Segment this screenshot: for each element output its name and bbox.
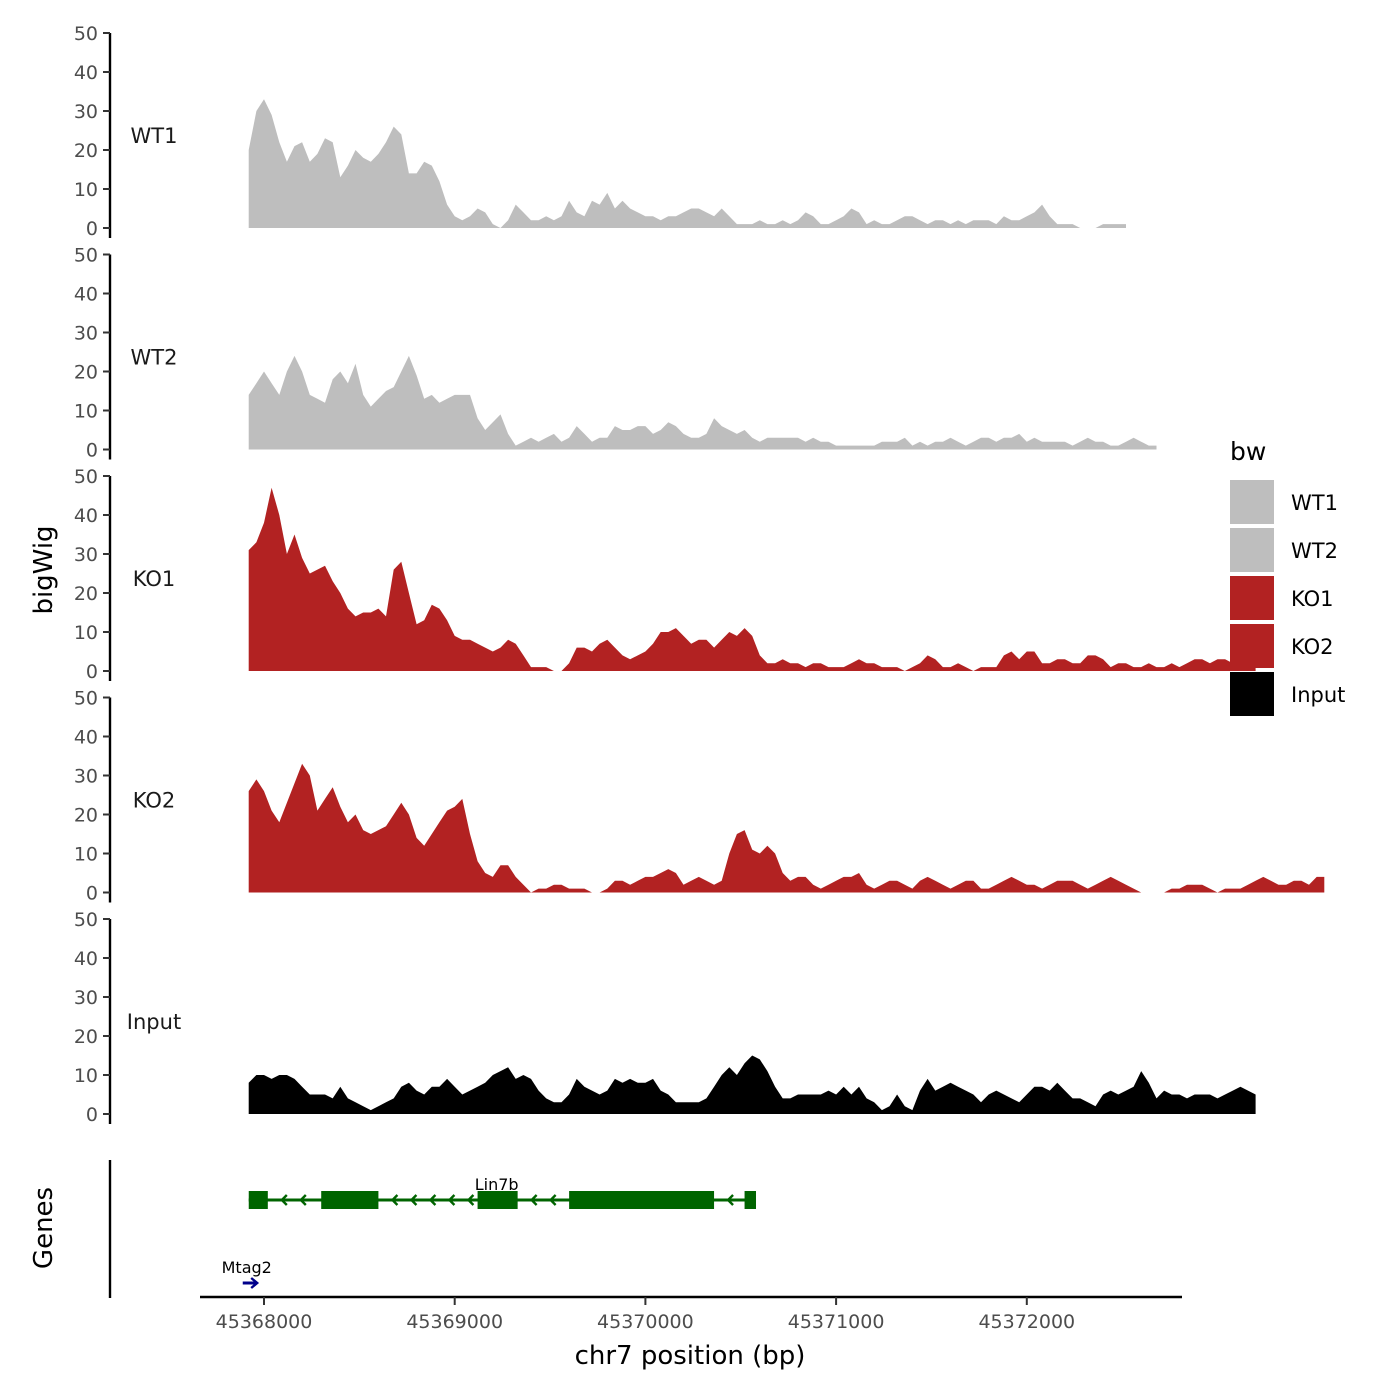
y-tick-label: 0 [86,661,98,683]
x-tick-label: 45372000 [978,1311,1075,1333]
gene-label: Lin7b [475,1175,519,1194]
legend-swatch [1230,672,1274,716]
x-tick-label: 45371000 [788,1311,885,1333]
track-label: KO2 [133,789,176,813]
strand-chevron [280,1194,288,1206]
y-axis-title: bigWig [29,525,59,614]
x-axis-title: chr7 position (bp) [575,1341,806,1371]
area-ko1 [248,487,1256,671]
strand-chevron [409,1194,418,1206]
y-tick-label: 10 [74,622,98,644]
y-tick-label: 30 [74,101,98,123]
y-tick-label: 30 [74,323,98,345]
legend-item-ko2: KO2 [1230,624,1334,668]
strand-chevron [390,1194,399,1206]
track-label: WT1 [131,124,178,148]
exon [744,1191,757,1209]
track-label: WT2 [131,346,178,370]
x-axis: 45368000 45369000 45370000 45371000 45372000 [200,1295,1182,1333]
strand-chevron [428,1194,437,1206]
track-wt2: 0 10 20 30 40 50 WT2 [74,245,1157,462]
y-tick-label: 20 [74,583,98,605]
strand-chevron [726,1194,734,1206]
legend-label: WT1 [1291,491,1338,515]
gene-mtag2: Mtag2 [222,1258,272,1289]
y-tick-label: 50 [74,245,98,267]
y-tick-label: 10 [74,401,98,423]
gene-label: Mtag2 [222,1258,272,1277]
y-tick-label: 0 [86,1104,98,1126]
legend-swatch [1230,576,1274,620]
track-input: 0 10 20 30 40 50 Input [74,909,1256,1126]
y-tick-label: 40 [74,948,98,970]
exon [248,1191,268,1209]
strand-chevron [529,1194,538,1206]
y-tick-label: 0 [86,883,98,905]
strand-chevron [548,1194,557,1206]
track-label: Input [127,1010,181,1034]
legend-item-wt2: WT2 [1230,528,1338,572]
y-tick-label: 50 [74,909,98,931]
gene-lin7b: Lin7b [248,1175,757,1209]
legend-swatch [1230,480,1274,524]
area-wt2 [248,355,1157,450]
y-tick-label: 50 [74,466,98,488]
y-tick-label: 40 [74,284,98,306]
track-label: KO1 [133,567,176,591]
legend-item-ko1: KO1 [1230,576,1334,620]
legend-swatch [1230,624,1274,668]
y-tick-label: 20 [74,805,98,827]
y-tick-label: 40 [74,62,98,84]
area-wt1 [248,99,1126,228]
signal-tracks: 0 10 20 30 40 50 WT1 0 10 20 30 40 50 WT2 0 10 20 30 40 50 K… [74,23,1325,1126]
area-input [248,1055,1256,1114]
legend-swatch [1230,528,1274,572]
y-tick-label: 20 [74,362,98,384]
y-tick-label: 10 [74,1065,98,1087]
x-tick-label: 45368000 [216,1311,313,1333]
y-tick-label: 0 [86,218,98,240]
legend-label: Input [1291,683,1345,707]
legend-label: WT2 [1291,539,1338,563]
y-tick-label: 40 [74,727,98,749]
y-tick-label: 10 [74,844,98,866]
track-wt1: 0 10 20 30 40 50 WT1 [74,23,1126,240]
legend-item-wt1: WT1 [1230,480,1338,524]
strand-arrow [250,1277,260,1289]
exon [477,1191,518,1209]
area-ko2 [248,763,1325,893]
genes-track: Lin7b Mtag2 [108,1160,757,1298]
strand-chevron [466,1194,475,1206]
x-tick-label: 45370000 [597,1311,694,1333]
y-tick-label: 40 [74,505,98,527]
genes-axis-title: Genes [29,1187,59,1269]
y-tick-label: 30 [74,987,98,1009]
strand-chevron [447,1194,456,1206]
strand-chevron [299,1194,307,1206]
y-tick-label: 50 [74,688,98,710]
track-ko2: 0 10 20 30 40 50 KO2 [74,688,1325,905]
y-tick-label: 10 [74,179,98,201]
y-tick-label: 30 [74,544,98,566]
y-tick-label: 20 [74,1026,98,1048]
y-tick-label: 50 [74,23,98,45]
track-ko1: 0 10 20 30 40 50 KO1 [74,466,1256,683]
y-tick-label: 20 [74,140,98,162]
y-tick-label: 0 [86,440,98,462]
legend-item-input: Input [1230,672,1345,716]
exon [321,1191,379,1209]
legend-title: bw [1230,437,1266,466]
legend: bw WT1 WT2 KO1 KO2 Input [1230,437,1345,716]
y-tick-label: 30 [74,766,98,788]
exon [569,1191,715,1209]
legend-label: KO1 [1291,587,1334,611]
x-tick-label: 45369000 [406,1311,503,1333]
legend-label: KO2 [1291,635,1334,659]
